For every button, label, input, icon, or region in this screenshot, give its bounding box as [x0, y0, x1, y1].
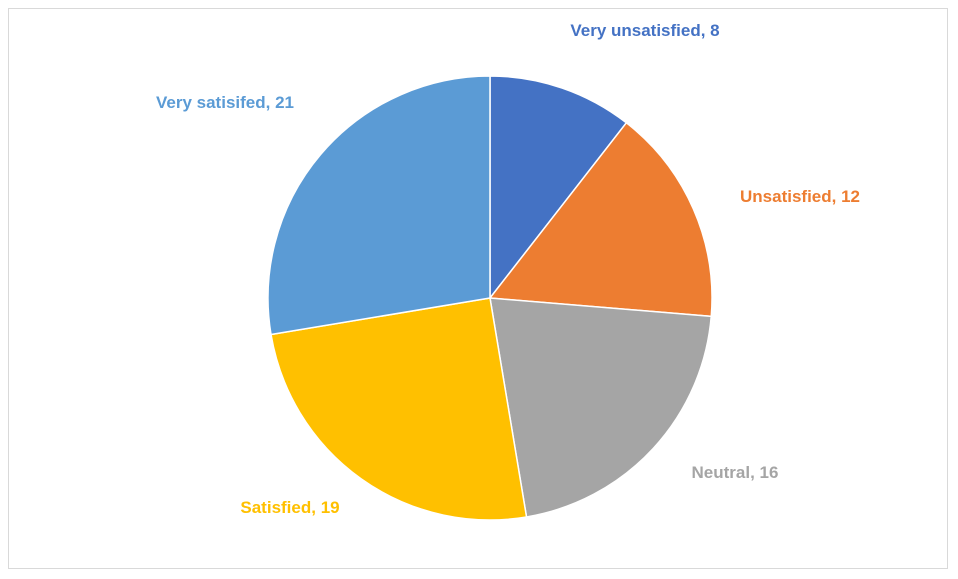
data-label: Satisfied, 19	[240, 498, 340, 517]
data-label: Neutral, 16	[691, 463, 779, 482]
pie-slice	[488, 121, 713, 318]
data-label: Very satisifed, 21	[156, 93, 294, 112]
pie-slice	[489, 297, 713, 518]
pie-slice	[267, 75, 491, 336]
pie-slice	[270, 297, 528, 521]
data-label: Very unsatisfied, 8	[570, 21, 720, 40]
chart-frame	[8, 8, 948, 569]
data-label: Unsatisfied, 12	[740, 187, 860, 206]
pie-slice	[489, 75, 628, 301]
